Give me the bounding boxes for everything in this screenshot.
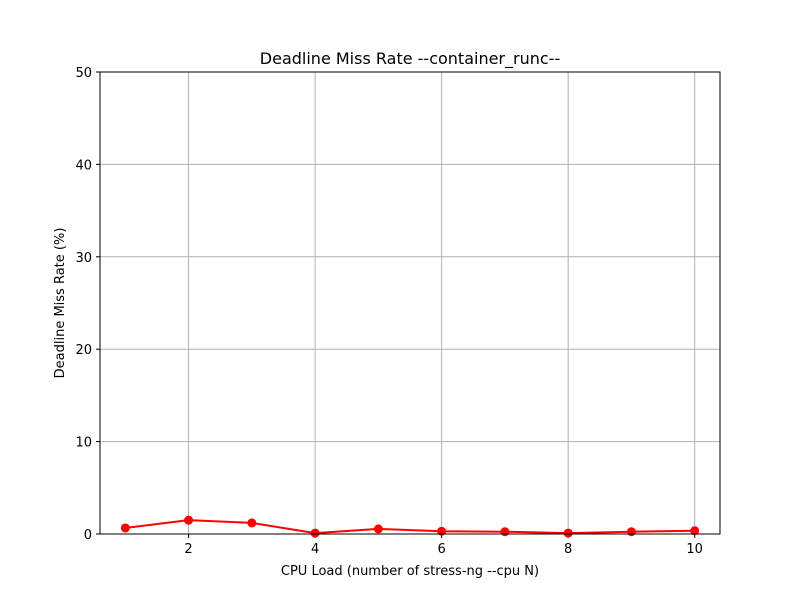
data-point: [690, 526, 700, 536]
data-point: [373, 524, 383, 534]
y-axis-label: Deadline Miss Rate (%): [53, 228, 68, 379]
y-tick-label: 0: [84, 528, 92, 543]
x-tick-label: 10: [686, 542, 703, 557]
data-point: [563, 528, 573, 538]
axis-ticks: 2 4 6 8 10 0 10 20 30 40 50: [75, 66, 703, 557]
y-tick-label: 20: [75, 343, 92, 358]
x-tick-label: 2: [184, 542, 192, 557]
series-line: [125, 519, 695, 535]
chart-title: Deadline Miss Rate --container_runc--: [260, 49, 560, 69]
y-tick-label: 10: [75, 436, 92, 451]
plot-area-frame: [99, 71, 721, 535]
data-point: [120, 523, 130, 533]
data-point: [437, 526, 447, 536]
data-point: [310, 528, 320, 538]
data-point: [247, 518, 257, 528]
x-tick-label: 4: [311, 542, 319, 557]
y-tick-label: 40: [75, 158, 92, 173]
data-point: [184, 515, 194, 525]
x-axis-label: CPU Load (number of stress-ng --cpu N): [281, 564, 539, 579]
data-point: [500, 527, 510, 537]
x-tick-label: 8: [564, 542, 572, 557]
data-point: [626, 527, 636, 537]
y-tick-label: 30: [75, 251, 92, 266]
grid-lines: [100, 71, 720, 535]
x-tick-label: 6: [437, 542, 445, 557]
y-tick-label: 50: [75, 66, 92, 81]
